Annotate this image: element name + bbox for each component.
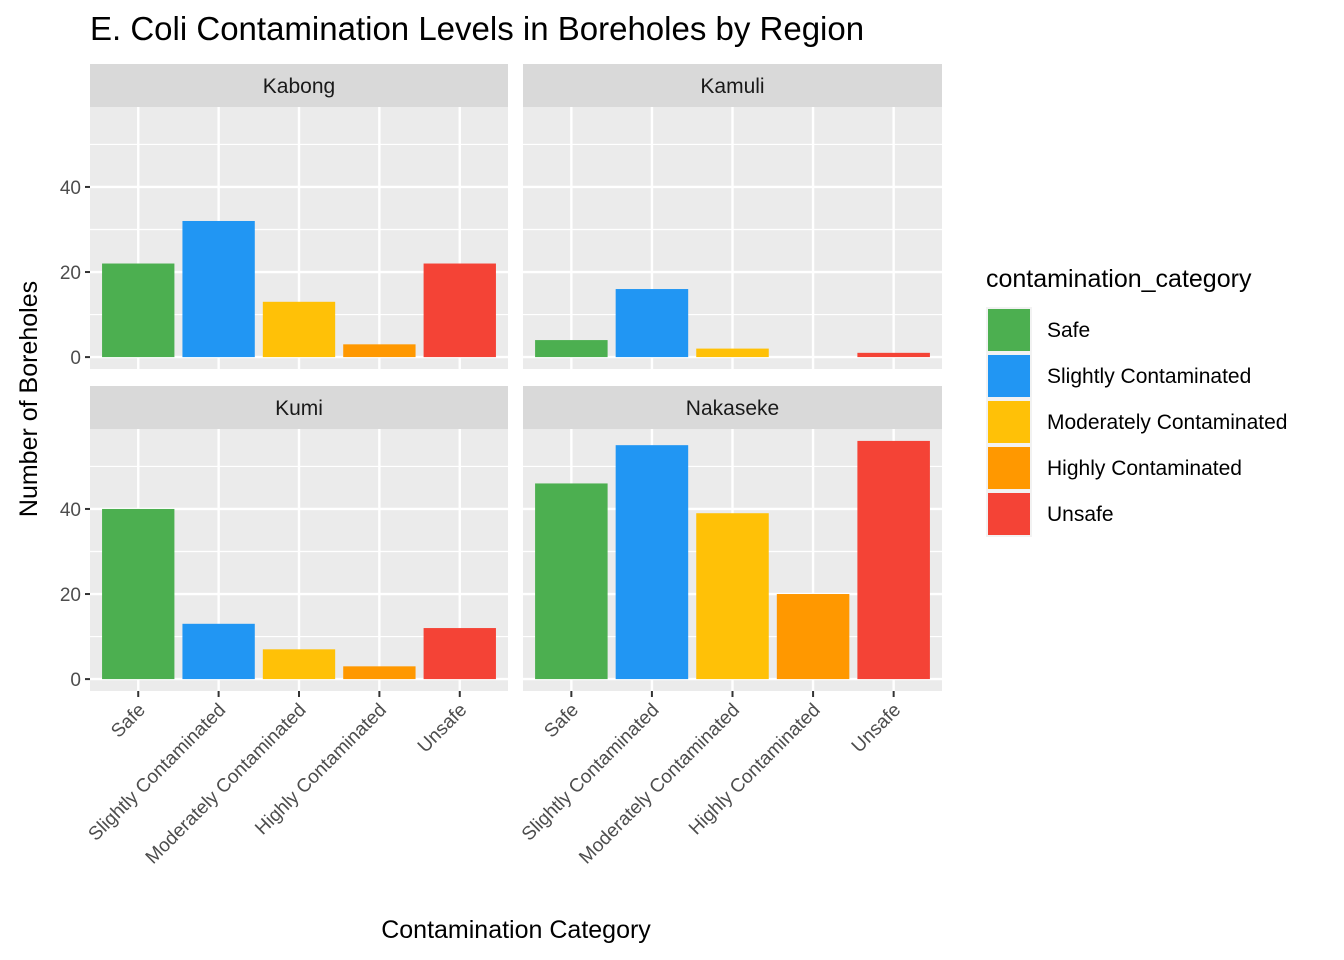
facet-panel-kabong: Kabong 0 20 40 (60, 64, 508, 369)
bar-moderately-contaminated (696, 513, 769, 680)
x-tick-label: Unsafe (848, 700, 905, 757)
bar-unsafe (423, 628, 496, 680)
legend-item: Safe (986, 307, 1090, 353)
legend-item: Highly Contaminated (986, 445, 1242, 491)
x-tick-label: Safe (540, 700, 582, 742)
legend-item: Moderately Contaminated (986, 399, 1287, 445)
bar-moderately-contaminated (696, 348, 769, 358)
x-tick-label: Safe (107, 700, 149, 742)
bar-safe (535, 483, 608, 680)
chart-title: E. Coli Contamination Levels in Borehole… (90, 10, 864, 47)
x-tick-label: Slightly Contaminated (518, 700, 664, 846)
legend-title: contamination_category (986, 265, 1252, 293)
bar-slightly-contaminated (615, 445, 689, 680)
facet-strip-label: Kamuli (700, 75, 764, 98)
x-tick-label: Slightly Contaminated (85, 700, 231, 846)
bar-unsafe (857, 352, 930, 358)
facet-strip-label: Kumi (275, 397, 323, 420)
legend-label: Slightly Contaminated (1047, 365, 1251, 388)
bar-highly-contaminated (343, 666, 416, 680)
bar-safe (102, 263, 175, 358)
bar-highly-contaminated (776, 594, 850, 680)
y-tick-label: 20 (60, 585, 81, 606)
y-tick-label: 0 (70, 670, 81, 691)
x-tick-label: Moderately Contaminated (575, 700, 744, 869)
bar-highly-contaminated (343, 344, 416, 358)
x-tick-label: Highly Contaminated (685, 700, 825, 840)
legend-item: Unsafe (986, 491, 1114, 537)
facet-strip-label: Kabong (263, 75, 335, 98)
legend-item: Slightly Contaminated (986, 353, 1251, 399)
y-axis-title: Number of Boreholes (15, 281, 43, 517)
x-tick-label: Moderately Contaminated (142, 700, 311, 869)
legend-swatch (988, 493, 1030, 535)
y-tick-label: 40 (60, 178, 81, 199)
bar-slightly-contaminated (182, 220, 255, 358)
bar-unsafe (857, 440, 930, 680)
bar-slightly-contaminated (182, 623, 255, 680)
bar-safe (102, 508, 175, 680)
legend-swatch (988, 309, 1030, 351)
y-tick-label: 0 (70, 348, 81, 369)
y-tick-label: 40 (60, 500, 81, 521)
x-tick-label: Unsafe (414, 700, 471, 757)
legend-swatch (988, 401, 1030, 443)
legend-label: Highly Contaminated (1047, 457, 1242, 480)
y-tick-label: 20 (60, 263, 81, 284)
bar-moderately-contaminated (262, 301, 336, 358)
legend-swatch (988, 447, 1030, 489)
x-tick-label: Highly Contaminated (251, 700, 391, 840)
legend-label: Unsafe (1047, 503, 1114, 526)
facet-panel-kamuli: Kamuli (523, 64, 942, 369)
bar-safe (535, 340, 608, 358)
bar-unsafe (423, 263, 496, 358)
bar-moderately-contaminated (262, 649, 336, 680)
facet-strip (523, 64, 942, 107)
bar-slightly-contaminated (615, 289, 689, 358)
x-axis-title: Contamination Category (381, 916, 651, 944)
facet-strip (523, 386, 942, 429)
legend-label: Moderately Contaminated (1047, 411, 1287, 434)
facet-strip (90, 386, 508, 429)
facet-strip (90, 64, 508, 107)
legend: contamination_category Safe Slightly Cont… (986, 265, 1287, 537)
legend-label: Safe (1047, 319, 1090, 342)
legend-swatch (988, 355, 1030, 397)
facet-strip-label: Nakaseke (686, 397, 779, 420)
